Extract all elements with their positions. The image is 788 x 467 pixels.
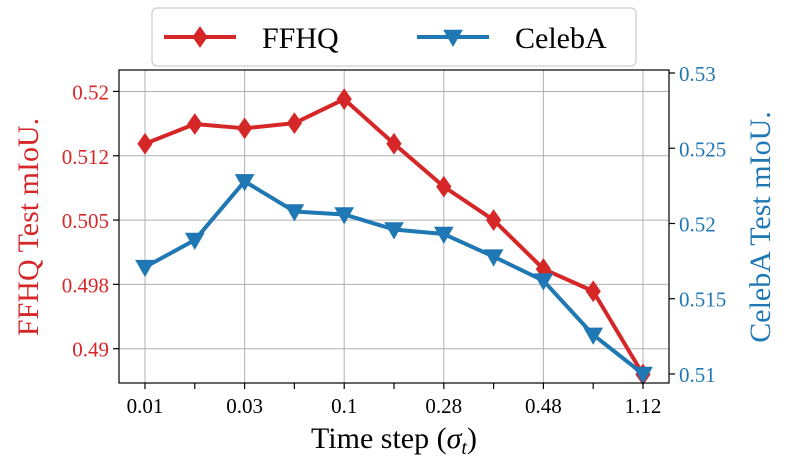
x-label-close: ) [467,422,477,455]
left-tick-label: 0.52 [72,80,109,104]
right-axis-label: CelebA Test mIoU. [744,111,777,343]
legend-marker [443,29,463,48]
left-tick-label: 0.49 [72,338,109,362]
legend: FFHQ CelebA [151,7,637,67]
data-point-celeba [483,249,504,267]
legend-entry-ffhq: FFHQ [164,22,339,55]
right-tick-label: 0.51 [679,363,716,387]
right-tick-label: 0.53 [679,62,716,86]
data-point-ffhq [585,280,601,303]
series-celeba [135,174,653,384]
x-label-text: Time step ( [311,422,447,455]
data-point-celeba [433,226,454,245]
x-axis-ticks: 0.01 0.03 0.1 0.28 0.48 1.12 [127,383,662,418]
x-tick-label: 0.03 [226,394,263,418]
data-point-ffhq [336,88,352,111]
left-axis-ticks: 0.49 0.498 0.505 0.512 0.52 [62,80,119,362]
x-tick-label: 0.01 [127,394,164,418]
x-tick-label: 0.48 [525,394,562,418]
legend-entry-celeba: CelebA [417,22,607,55]
left-tick-label: 0.512 [62,145,109,169]
right-axis-ticks: 0.51 0.515 0.52 0.525 0.53 [669,62,726,387]
grid [119,70,669,383]
data-point-celeba [184,232,205,251]
data-point-ffhq [137,132,153,155]
x-tick-label: 0.28 [425,394,462,418]
legend-marker [192,26,208,48]
data-point-celeba [135,259,155,278]
data-point-ffhq [187,113,203,135]
data-point-celeba [384,222,404,240]
legend-label: CelebA [515,22,607,55]
data-point-ffhq [386,132,402,155]
right-tick-label: 0.525 [679,137,726,161]
left-tick-label: 0.505 [62,209,109,233]
legend-box [151,7,637,67]
data-point-celeba [334,207,355,225]
data-point-ffhq [485,209,502,231]
data-point-ffhq [436,175,452,198]
x-tick-label: 0.1 [331,394,357,418]
x-axis-label: Time step (σt) [311,422,477,459]
data-point-celeba [234,174,255,192]
legend-label: FFHQ [262,22,339,55]
data-point-celeba [633,366,653,384]
data-point-ffhq [236,117,253,140]
data-point-celeba [583,327,604,345]
right-tick-label: 0.52 [679,212,716,236]
x-tick-label: 1.12 [625,394,662,418]
series-layer [135,88,653,386]
series-line-celeba [144,179,645,376]
left-axis-label: FFHQ Test mIoU. [12,118,45,336]
x-label-subscript: t [461,437,467,459]
data-point-celeba [284,204,305,222]
data-point-celeba [533,273,554,291]
right-tick-label: 0.515 [679,288,726,312]
data-point-ffhq [286,112,303,135]
x-label-symbol: σ [447,422,463,455]
left-tick-label: 0.498 [62,273,109,297]
